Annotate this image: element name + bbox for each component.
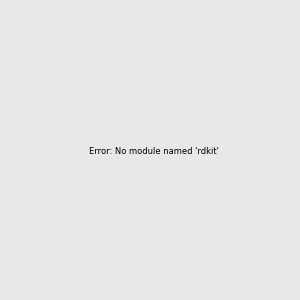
Text: Error: No module named 'rdkit': Error: No module named 'rdkit' xyxy=(89,147,219,156)
